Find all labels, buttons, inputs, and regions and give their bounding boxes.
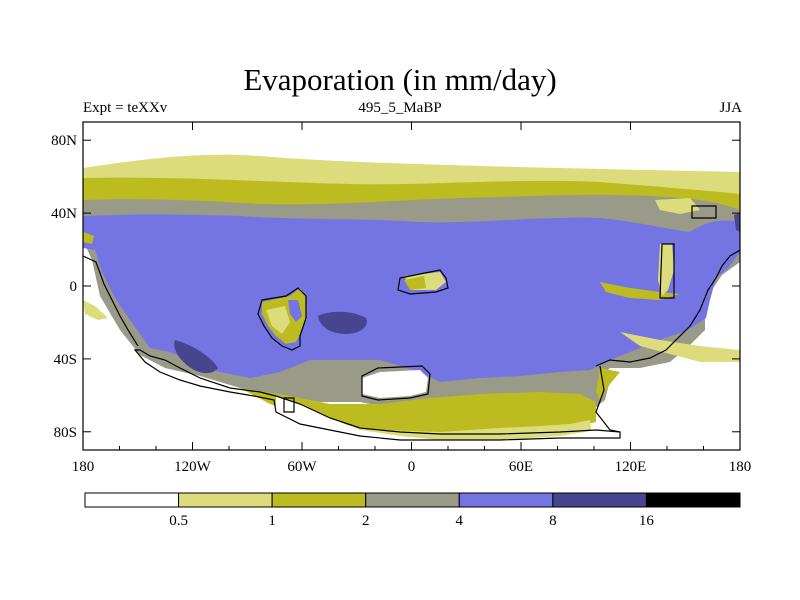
band-south-olive: [240, 388, 596, 436]
colorbar-label: 4: [456, 513, 464, 529]
outline-east-island: [659, 243, 675, 299]
y-tick-label: 40N: [51, 206, 77, 222]
west-olive: [83, 232, 94, 244]
colorbar-label: 1: [268, 513, 276, 529]
y-tick-label: 0: [70, 279, 78, 295]
contour-field: [83, 122, 740, 450]
outline-africa: [397, 269, 449, 295]
x-tick-label: 120E: [615, 459, 647, 475]
outline-west-coast: [83, 255, 139, 347]
south-america-light: [266, 306, 290, 334]
season-label: JJA: [719, 100, 742, 116]
y-tick-label: 40S: [54, 352, 77, 368]
x-axis: 180 120W 60W 0 60E 120E 180: [72, 122, 752, 475]
navy-patch-west-pacific: [734, 213, 740, 232]
colorbar-swatch: [365, 492, 460, 508]
colorbar-label: 2: [362, 513, 370, 529]
outline-south-africa: [361, 365, 431, 401]
colorbar-swatch: [645, 492, 741, 508]
x-tick-label: 60W: [287, 459, 317, 475]
outline-island-1: [283, 397, 295, 413]
west-coast-light: [83, 300, 108, 320]
x-tick-label: 60E: [509, 459, 533, 475]
colorbar-swatch: [84, 492, 180, 508]
colorbar-swatch: [552, 492, 647, 508]
y-tick-label: 80N: [51, 133, 77, 149]
colorbar-label: 16: [639, 513, 655, 529]
x-tick-label: 180: [729, 459, 752, 475]
blue-ocean: [83, 214, 740, 382]
time-slice-label: 495_5_MaBP: [358, 100, 442, 116]
x-tick-label: 120W: [174, 459, 212, 475]
east-coast-light: [620, 332, 740, 362]
y-tick-label: 80S: [54, 425, 77, 441]
x-tick-label: 0: [408, 459, 416, 475]
outline-antarctica: [133, 349, 621, 441]
x-tick-label: 180: [72, 459, 95, 475]
y-axis: 80N 40N 0 40S 80S: [51, 133, 740, 441]
colorbar-swatch: [458, 492, 554, 508]
colorbar-swatch: [178, 492, 273, 508]
east-light-north: [655, 198, 700, 214]
outline-se-coast: [595, 365, 621, 433]
experiment-label: Expt = teXXv: [83, 100, 168, 116]
outline-south-america: [257, 287, 307, 351]
colorbar-swatch: [271, 492, 367, 508]
plot-title: Evaporation (in mm/day): [243, 62, 557, 97]
navy-patch-south-atlantic: [318, 311, 367, 334]
outline-north-island: [691, 205, 717, 219]
navy-patch-east-pacific: [174, 340, 218, 374]
colorbar-label: 0.5: [169, 513, 188, 529]
africa-olive: [404, 276, 426, 290]
sa-blue-interior: [288, 300, 302, 322]
colorbar: 0.5 1 2 4 8 16: [84, 492, 741, 529]
white-patch-south: [362, 370, 428, 398]
outline-east-landmass: [595, 249, 740, 367]
colorbar-label: 8: [549, 513, 557, 529]
